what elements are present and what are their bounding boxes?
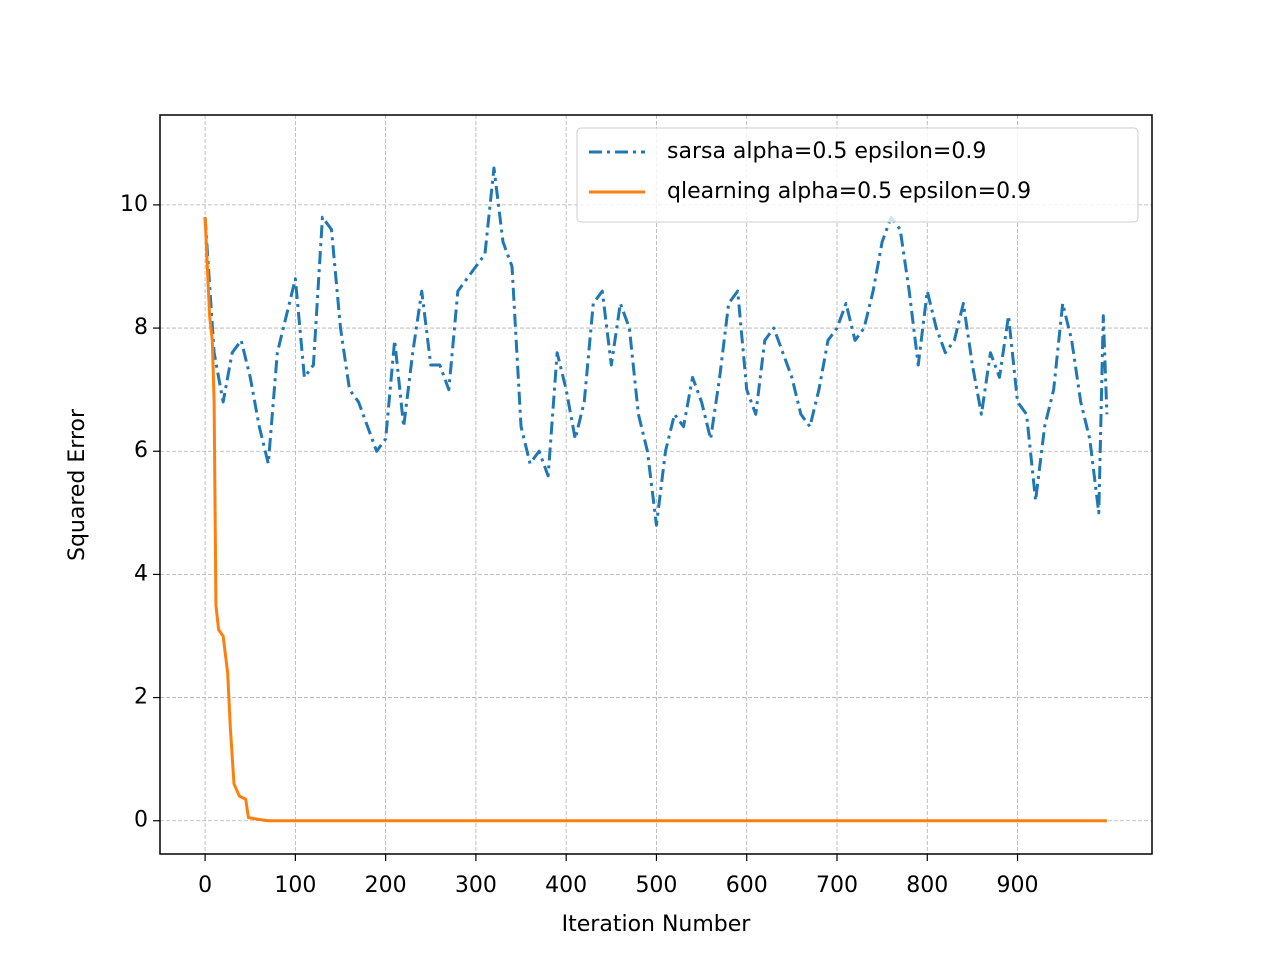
x-axis-label: Iteration Number bbox=[562, 912, 752, 937]
plot-frame bbox=[159, 114, 1153, 855]
x-tick-label: 300 bbox=[455, 873, 497, 898]
y-tick-label: 8 bbox=[134, 315, 148, 340]
y-tick-label: 10 bbox=[120, 192, 148, 217]
y-tick-label: 2 bbox=[134, 685, 148, 710]
x-tick-label: 400 bbox=[545, 873, 587, 898]
x-tick-label: 700 bbox=[816, 873, 858, 898]
x-tick-label: 200 bbox=[365, 873, 407, 898]
x-tick-label: 100 bbox=[274, 873, 316, 898]
legend-box bbox=[576, 127, 1139, 223]
y-tick-label: 0 bbox=[134, 808, 148, 833]
y-tick-label: 4 bbox=[134, 561, 148, 586]
series-line bbox=[203, 166, 1109, 527]
y-axis-label: Squared Error bbox=[65, 408, 90, 561]
legend-label: sarsa alpha=0.5 epsilon=0.9 bbox=[667, 139, 986, 164]
series-line bbox=[203, 217, 1107, 823]
x-tick-label: 600 bbox=[726, 873, 768, 898]
x-tick-label: 800 bbox=[906, 873, 948, 898]
y-tick-label: 6 bbox=[134, 438, 148, 463]
x-tick-label: 0 bbox=[198, 873, 212, 898]
x-tick-label: 500 bbox=[635, 873, 677, 898]
legend-label: qlearning alpha=0.5 epsilon=0.9 bbox=[667, 179, 1031, 204]
x-tick-label: 900 bbox=[997, 873, 1039, 898]
